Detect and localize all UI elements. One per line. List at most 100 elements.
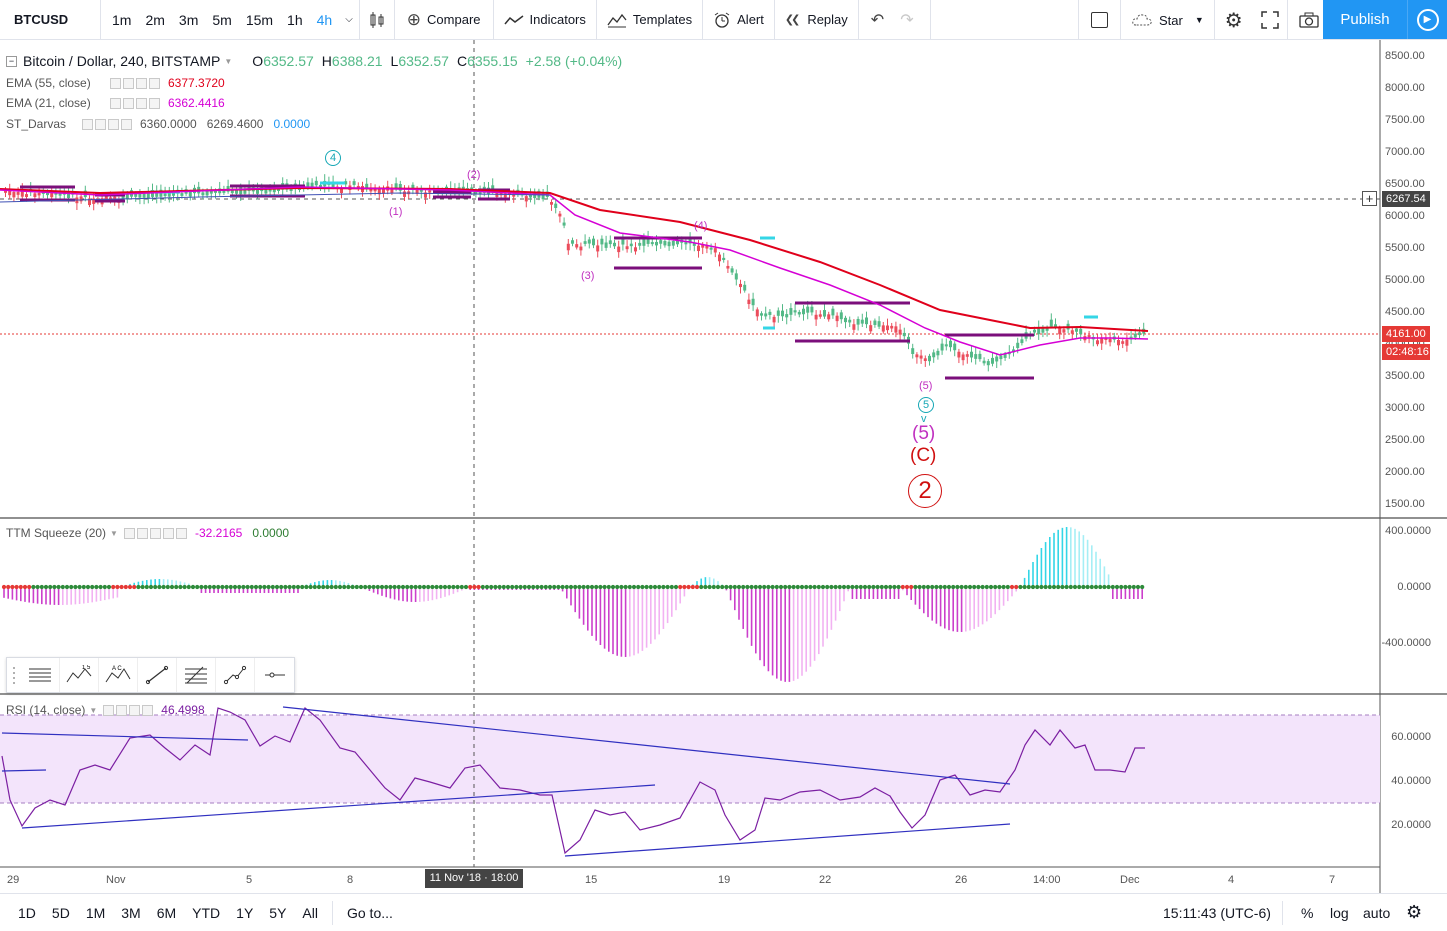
- close-icon[interactable]: [149, 77, 160, 89]
- range-1y[interactable]: 1Y: [236, 904, 254, 921]
- compare-button[interactable]: ⊕ Compare: [395, 0, 493, 40]
- ttm-dot: [111, 584, 116, 590]
- cloud-icon: [1132, 14, 1152, 26]
- snapshot-button[interactable]: [1288, 0, 1330, 40]
- symbol-search[interactable]: BTCUSD: [14, 12, 69, 27]
- publish-options-button[interactable]: ▶: [1407, 0, 1447, 39]
- settings-icon[interactable]: [136, 527, 148, 539]
- ttm-dot: [1014, 584, 1019, 590]
- range-all[interactable]: All: [302, 904, 318, 921]
- range-5y[interactable]: 5Y: [269, 904, 287, 921]
- settings-icon[interactable]: [116, 704, 128, 716]
- candle-body: [629, 243, 633, 247]
- settings-button[interactable]: ⚙: [1215, 0, 1253, 40]
- rsi-legend[interactable]: RSI (14, close) ▼ 46.4998: [6, 703, 205, 717]
- log-scale-toggle[interactable]: log: [1330, 904, 1349, 921]
- interval-15m[interactable]: 15m: [245, 11, 274, 28]
- chevron-down-icon[interactable]: ▼: [89, 705, 98, 715]
- candle-body: [797, 311, 801, 315]
- rsi-axis-label-2: 20.0000: [1391, 819, 1431, 831]
- path-tool-button[interactable]: [216, 658, 255, 692]
- clock-display[interactable]: 15:11:43 (UTC-6): [1163, 904, 1271, 921]
- range-1d[interactable]: 1D: [18, 904, 36, 921]
- interval-5m[interactable]: 5m: [212, 11, 232, 28]
- collapse-legend-icon[interactable]: −: [6, 55, 17, 67]
- settings-icon[interactable]: [123, 97, 134, 109]
- ttm-dot: [871, 584, 876, 590]
- undo-button[interactable]: ↶: [859, 0, 892, 40]
- redo-button[interactable]: ↷: [892, 0, 921, 40]
- settings-icon[interactable]: [95, 118, 106, 130]
- elliott-correction-tool-button[interactable]: A C: [99, 658, 138, 692]
- star-button[interactable]: Star ▼: [1121, 0, 1214, 40]
- interval-4h[interactable]: 4h: [316, 11, 333, 28]
- interval-dropdown-icon[interactable]: ⌵: [345, 14, 353, 25]
- range-1m[interactable]: 1M: [85, 904, 106, 921]
- close-icon[interactable]: [121, 118, 132, 130]
- interval-1m[interactable]: 1m: [112, 11, 132, 28]
- range-6m[interactable]: 6M: [156, 904, 177, 921]
- camera-icon: [1299, 12, 1319, 28]
- ttm-dot: [43, 584, 49, 590]
- time-axis[interactable]: 29 Nov 5 8 15 19 22 26 14:00 Dec 4 7: [0, 868, 1380, 893]
- percent-scale-toggle[interactable]: %: [1301, 904, 1314, 921]
- range-5d[interactable]: 5D: [51, 904, 70, 921]
- range-3m[interactable]: 3M: [121, 904, 141, 921]
- chevron-down-icon[interactable]: ▼: [224, 56, 233, 66]
- indicators-button[interactable]: Indicators: [494, 0, 596, 40]
- close-icon[interactable]: [175, 527, 187, 539]
- templates-button[interactable]: Templates: [597, 0, 702, 40]
- trend-line-tool-button[interactable]: [138, 658, 177, 692]
- chart-style-button[interactable]: [360, 0, 394, 40]
- eye-icon[interactable]: [82, 118, 93, 130]
- alert-button[interactable]: Alert: [703, 0, 774, 40]
- fullscreen-layout-button[interactable]: [1079, 0, 1120, 40]
- fullscreen-button[interactable]: [1253, 0, 1287, 40]
- plus-icon[interactable]: [162, 527, 174, 539]
- wave-label-5-circle: 5: [918, 397, 934, 413]
- plus-icon[interactable]: [136, 97, 147, 109]
- source-icon[interactable]: [149, 527, 161, 539]
- redo-icon: ↷: [900, 11, 914, 29]
- ema55-legend[interactable]: EMA (55, close) 6377.3720: [6, 76, 225, 90]
- publish-button[interactable]: Publish: [1323, 0, 1407, 39]
- settings-icon[interactable]: [123, 77, 134, 89]
- eye-icon[interactable]: [110, 77, 121, 89]
- interval-1h[interactable]: 1h: [287, 11, 303, 28]
- interval-3m[interactable]: 3m: [178, 11, 199, 28]
- close-icon[interactable]: [149, 97, 160, 109]
- candle-body: [331, 182, 335, 188]
- range-ytd[interactable]: YTD: [192, 904, 221, 921]
- plus-icon[interactable]: [136, 77, 147, 89]
- horizontal-ray-tool-button[interactable]: [255, 658, 294, 692]
- plus-icon[interactable]: [108, 118, 119, 130]
- fib-tool-button[interactable]: [177, 658, 216, 692]
- lines-tool-button[interactable]: [21, 658, 60, 692]
- rsi-line: [1, 707, 1145, 855]
- close-icon[interactable]: [142, 704, 154, 716]
- chart-settings-button[interactable]: ⚙: [1398, 902, 1430, 923]
- interval-2m[interactable]: 2m: [145, 11, 165, 28]
- symbol-title[interactable]: Bitcoin / Dollar, 240, BITSTAMP: [23, 53, 221, 69]
- elliott-impulse-tool-button[interactable]: 1 5: [60, 658, 99, 692]
- candle-body: [772, 316, 776, 323]
- eye-icon[interactable]: [110, 97, 121, 109]
- eye-icon[interactable]: [103, 704, 115, 716]
- candle-body: [709, 247, 713, 250]
- ttm-dot: [291, 584, 296, 590]
- chevron-down-icon[interactable]: ▼: [110, 528, 118, 538]
- ttm-dot: [749, 584, 754, 590]
- chart-canvas[interactable]: [0, 40, 1447, 893]
- replay-button[interactable]: ❮❮ Replay: [775, 0, 858, 40]
- price-axis[interactable]: 8500.00 8000.00 7500.00 7000.00 6500.00 6000.…: [1381, 40, 1447, 518]
- drag-handle[interactable]: [7, 658, 21, 692]
- plus-icon[interactable]: [129, 704, 141, 716]
- eye-icon[interactable]: [123, 527, 135, 539]
- candle-body: [571, 240, 574, 244]
- ema21-legend[interactable]: EMA (21, close) 6362.4416: [6, 96, 225, 110]
- darvas-legend[interactable]: ST_Darvas 6360.0000 6269.4600 0.0000: [6, 117, 311, 131]
- ttm-legend[interactable]: TTM Squeeze (20) ▼ -32.2165 0.0000: [6, 526, 290, 540]
- chart-area[interactable]: − Bitcoin / Dollar, 240, BITSTAMP ▼ O 635…: [0, 40, 1447, 893]
- goto-button[interactable]: Go to...: [346, 904, 393, 921]
- auto-scale-toggle[interactable]: auto: [1363, 904, 1391, 921]
